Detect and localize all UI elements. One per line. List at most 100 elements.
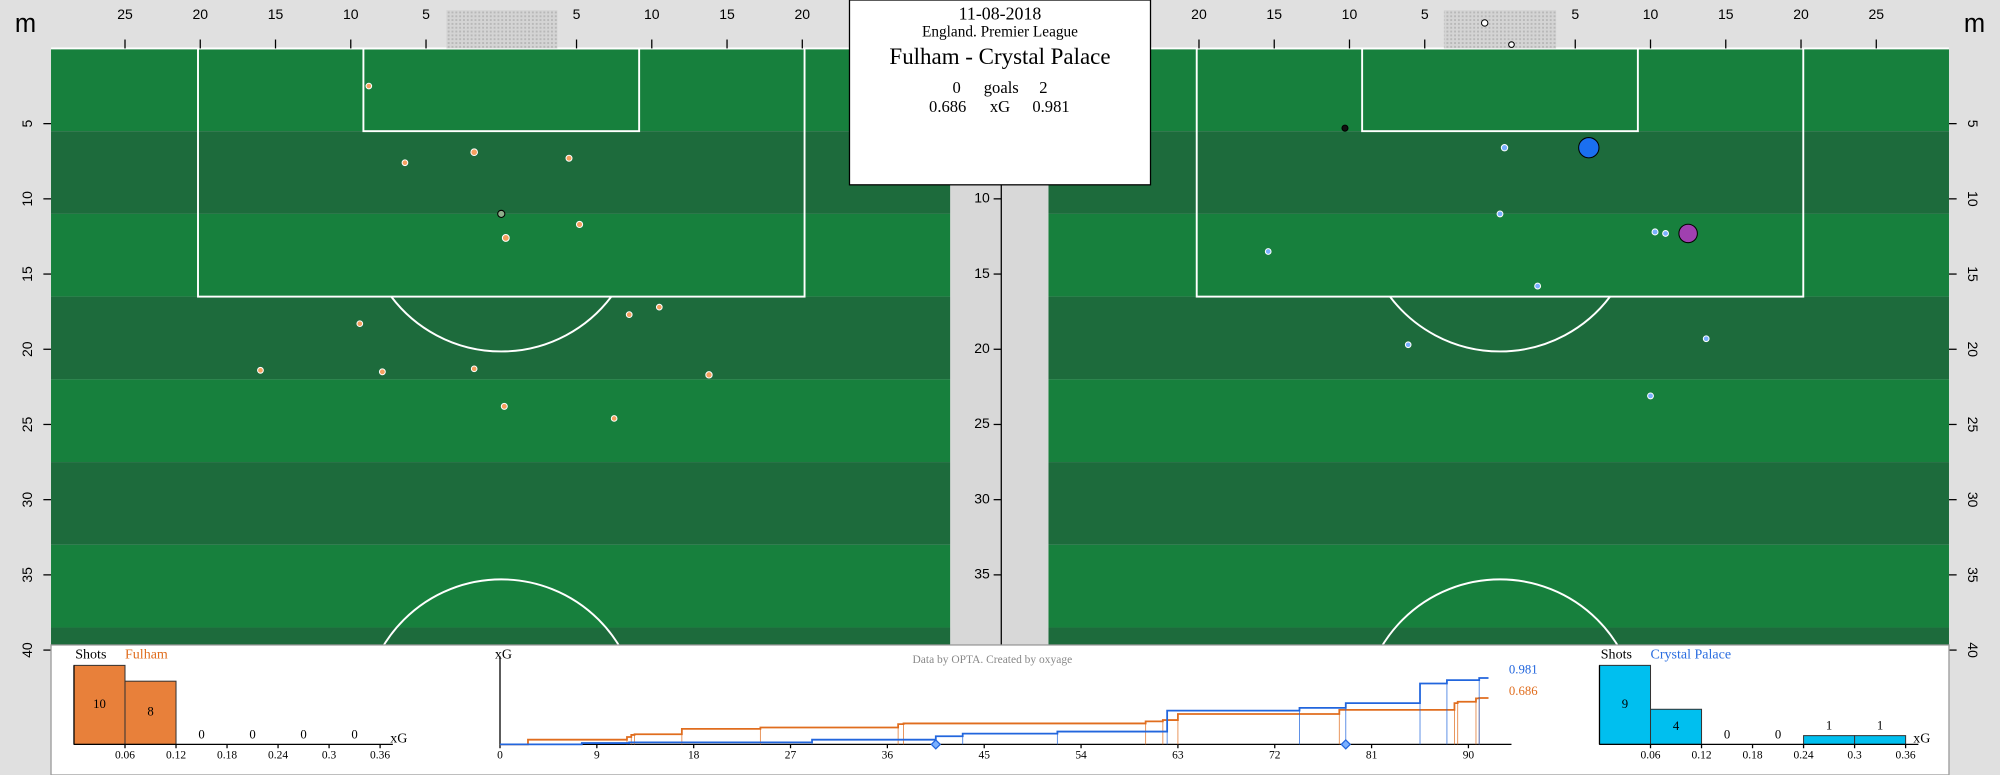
goal-mouth-marker <box>1480 19 1489 27</box>
shot <box>470 365 478 373</box>
x-tick-label: 20 <box>794 6 810 22</box>
y-tick-label: 30 <box>1965 492 1981 508</box>
pitch-stripe <box>1048 379 1949 463</box>
timeline-tick-label: 81 <box>1366 750 1378 762</box>
hist-tick-label: 0.36 <box>1896 750 1916 762</box>
y-tick-label: 10 <box>19 191 35 207</box>
x-tick-label: 20 <box>1793 6 1809 22</box>
y-tick-label: 20 <box>19 341 35 357</box>
y-tick-label: 25 <box>1965 417 1981 433</box>
x-tick-label: 5 <box>422 6 430 22</box>
pitch-stripe <box>51 213 951 297</box>
shot <box>1662 230 1669 237</box>
hist-count-label: 1 <box>1877 719 1883 733</box>
hist-tick-label: 0.12 <box>1691 750 1711 762</box>
timeline-tick-label: 90 <box>1463 750 1475 762</box>
shot <box>705 371 713 379</box>
pitch-stripe <box>51 379 951 463</box>
y-tick-label: 15 <box>1965 266 1981 282</box>
timeline-tick-label: 9 <box>594 750 600 762</box>
shot <box>655 303 663 311</box>
pitch-stripe <box>1048 462 1949 545</box>
y-tick-label: 40 <box>1965 642 1981 658</box>
shot <box>565 154 573 162</box>
credit: Data by OPTA. Created by oxyage <box>913 654 1073 666</box>
x-tick-label: 15 <box>268 6 284 22</box>
pitch <box>51 47 951 775</box>
pitch-stripe <box>51 627 951 645</box>
shot <box>356 320 364 328</box>
x-tick-label: 5 <box>1421 6 1429 22</box>
x-tick-label: 15 <box>719 6 735 22</box>
shot <box>378 368 386 376</box>
x-tick-label: 25 <box>1868 6 1884 22</box>
shot <box>401 159 409 167</box>
shot <box>1341 124 1349 132</box>
match-title: Fulham - Crystal Palace <box>889 44 1110 69</box>
timeline-tick-label: 36 <box>882 750 894 762</box>
shot <box>610 415 618 422</box>
hist-bar <box>1803 735 1856 745</box>
xg-step-line <box>500 677 1489 746</box>
shot <box>1702 335 1710 343</box>
hist-x-label: xG <box>1913 732 1930 747</box>
shot <box>501 234 510 242</box>
hist-count-label: 8 <box>147 705 153 719</box>
unit-label: m <box>15 10 36 38</box>
timeline-end-label: 0.981 <box>1509 662 1538 676</box>
timeline-tick-label: 72 <box>1269 750 1281 762</box>
goals-label: goals <box>984 78 1019 97</box>
pitches <box>51 47 1949 775</box>
unit-label: m <box>1964 10 1985 38</box>
y-tick-label: 20 <box>974 340 990 356</box>
bottom-charts: Data by OPTA. Created by oxyage Shots Fu… <box>73 647 1930 762</box>
shot <box>1496 210 1504 218</box>
y-tick-label: 5 <box>19 120 35 128</box>
goal-mouth-marker <box>1508 41 1515 48</box>
pitch-stripe <box>51 131 951 214</box>
scoreboard-box <box>848 0 1152 186</box>
hist-count-label: 0 <box>249 727 255 741</box>
y-tick-label: 5 <box>1965 120 1981 128</box>
shot <box>1534 282 1542 290</box>
shot <box>257 366 264 374</box>
x-tick-label: 25 <box>117 6 133 22</box>
scoreboard: 11-08-2018 England. Premier League Fulha… <box>848 0 1152 186</box>
timeline-tick-label: 45 <box>978 750 990 762</box>
y-tick-label: 40 <box>19 642 35 658</box>
xg-label: xG <box>990 97 1010 116</box>
hist-count-label: 0 <box>300 727 306 741</box>
shot <box>575 220 584 229</box>
hist-count-label: 9 <box>1622 697 1628 711</box>
goal-left <box>446 10 558 49</box>
shot <box>1651 228 1659 236</box>
goal-marker <box>1340 739 1352 750</box>
hist-tick-label: 0.06 <box>115 750 135 762</box>
match-date: 11-08-2018 <box>959 3 1042 23</box>
shot <box>1500 144 1509 152</box>
hist-x-label: xG <box>390 732 407 747</box>
hist-tick-label: 0.3 <box>322 750 337 762</box>
home-goals: 0 <box>952 78 960 97</box>
hist-bar <box>73 664 126 745</box>
hist-count-label: 0 <box>1775 727 1781 741</box>
x-tick-label: 5 <box>573 6 581 22</box>
timeline-tick-label: 63 <box>1172 750 1184 762</box>
y-tick-label: 15 <box>19 266 35 282</box>
pitch-stripe <box>51 296 951 380</box>
y-tick-label: 10 <box>974 190 990 206</box>
x-tick-label: 15 <box>1266 6 1282 22</box>
xg-step-line <box>500 697 1489 746</box>
y-tick-label: 20 <box>1965 341 1981 357</box>
away-goals: 2 <box>1039 78 1047 97</box>
y-tick-label: 30 <box>19 492 35 508</box>
x-tick-label: 5 <box>1571 6 1579 22</box>
hist-bar <box>1854 735 1907 745</box>
x-tick-label: 20 <box>192 6 208 22</box>
x-tick-label: 20 <box>1191 6 1207 22</box>
shot <box>497 209 506 218</box>
hist-y-label: Shots <box>1601 647 1632 662</box>
y-tick-label: 25 <box>19 416 35 432</box>
hist-count-label: 0 <box>351 727 357 741</box>
